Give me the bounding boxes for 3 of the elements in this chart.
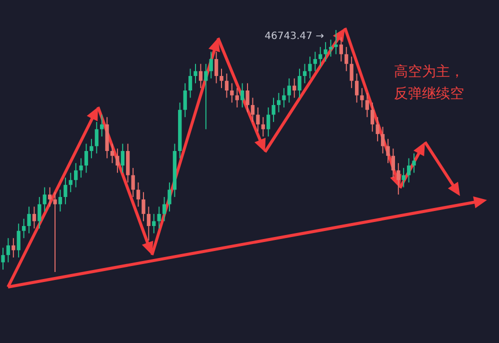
annotation: 46743.47 → [264,31,324,42]
annotation: 高空为主， [394,64,464,80]
annotation: 反弹继续空 [394,86,464,102]
